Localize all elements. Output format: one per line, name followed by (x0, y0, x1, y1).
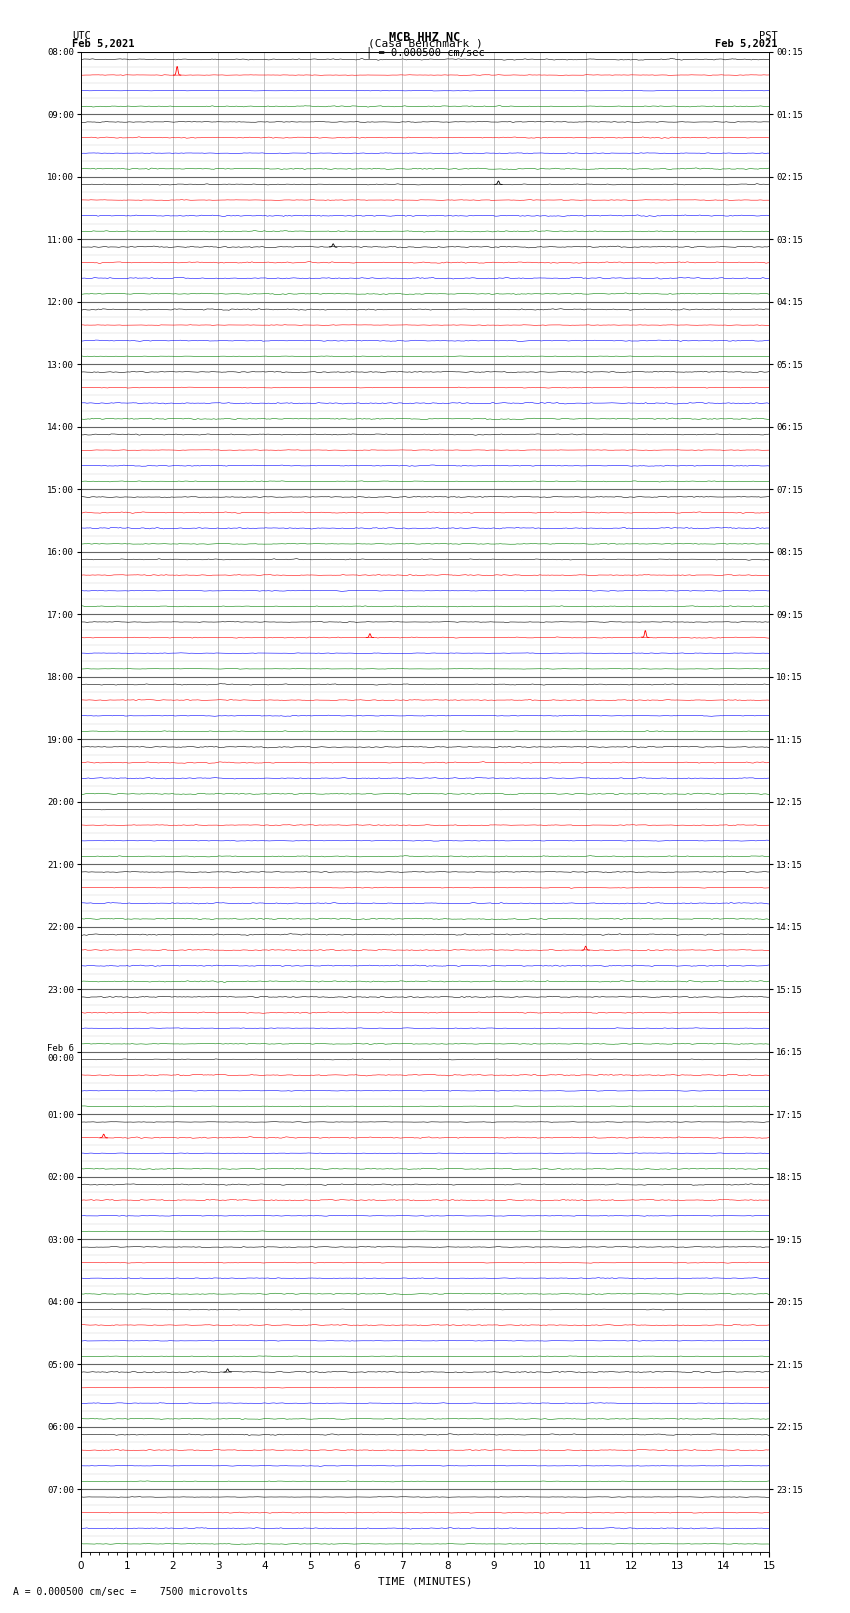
Text: Feb 5,2021: Feb 5,2021 (715, 39, 778, 48)
Text: (Casa Benchmark ): (Casa Benchmark ) (367, 39, 483, 48)
Text: Feb 5,2021: Feb 5,2021 (72, 39, 135, 48)
X-axis label: TIME (MINUTES): TIME (MINUTES) (377, 1578, 473, 1587)
Text: A = 0.000500 cm/sec =    7500 microvolts: A = 0.000500 cm/sec = 7500 microvolts (13, 1587, 247, 1597)
Text: MCB HHZ NC: MCB HHZ NC (389, 31, 461, 45)
Text: PST: PST (759, 31, 778, 42)
Text: UTC: UTC (72, 31, 91, 42)
Text: │ = 0.000500 cm/sec: │ = 0.000500 cm/sec (366, 45, 484, 58)
